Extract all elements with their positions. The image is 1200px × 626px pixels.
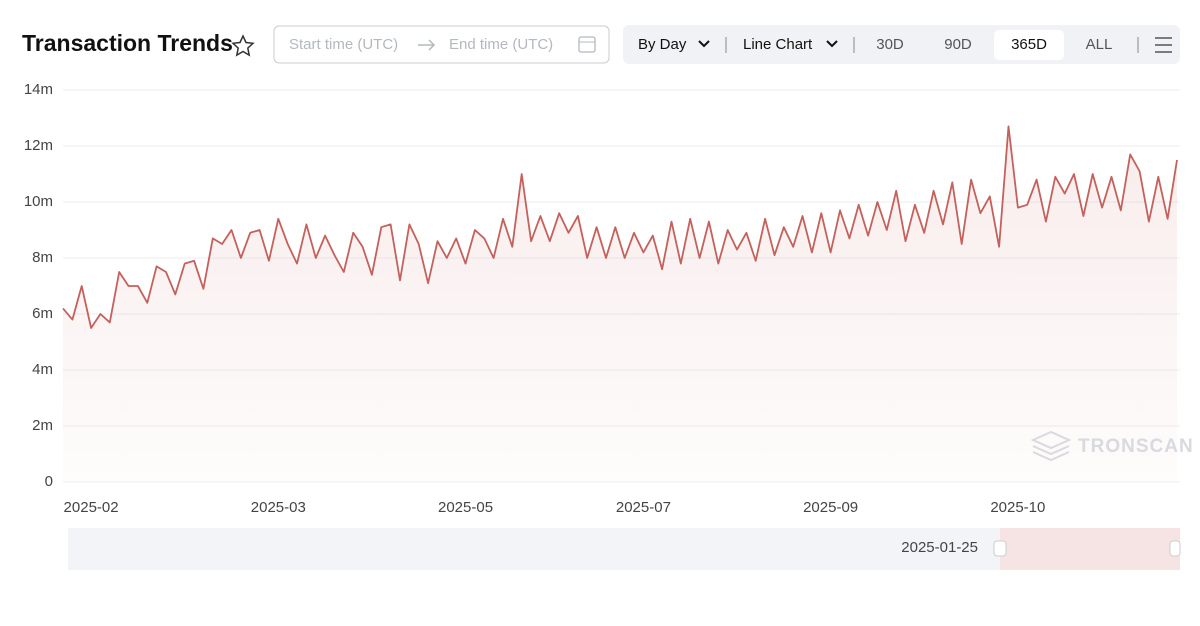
calendar-icon <box>578 36 596 53</box>
y-tick-label: 2m <box>32 417 53 434</box>
range-buttons: 30D 90D 365D ALL <box>876 30 1112 60</box>
chevron <box>826 40 838 48</box>
y-tick-label: 6m <box>32 305 53 322</box>
x-tick-label: 2025-07 <box>616 499 671 516</box>
area <box>63 126 1177 483</box>
y-tick-label: 0 <box>45 473 53 490</box>
x-tick-label: 2025-03 <box>251 499 306 516</box>
zoom-window[interactable] <box>1000 528 1180 570</box>
x-tick-label: 2025-09 <box>803 499 858 516</box>
menu-button[interactable] <box>1155 37 1172 53</box>
y-tick-label: 12m <box>24 137 53 154</box>
range-button[interactable]: 30D <box>876 36 904 53</box>
range-button[interactable]: ALL <box>1086 36 1113 53</box>
arrow <box>418 39 436 51</box>
watermark: TRONSCAN <box>1078 436 1194 457</box>
line <box>62 125 1178 329</box>
range-button[interactable]: 365D <box>1011 36 1047 53</box>
start-input[interactable]: Start time (UTC) <box>289 36 398 53</box>
y-tick-label: 10m <box>24 193 53 210</box>
range-active-bg <box>994 30 1064 60</box>
interval-select[interactable]: By Day <box>638 36 687 53</box>
watermark-logo <box>1030 430 1072 462</box>
x-tick-label: 2025-02 <box>64 499 119 516</box>
end-input[interactable]: End time (UTC) <box>449 36 553 53</box>
x-tick-label: 2025-10 <box>990 499 1045 516</box>
watermark-group: TRONSCAN <box>1030 430 1194 462</box>
zoom-handle[interactable] <box>993 540 1007 557</box>
zoom-handle[interactable] <box>1169 540 1181 557</box>
title: Transaction Trends <box>22 30 233 56</box>
zoom-start-label: 2025-01-25 <box>901 539 978 556</box>
date-range-box <box>273 25 610 64</box>
date-range[interactable]: Start time (UTC) End time (UTC) <box>273 25 610 64</box>
chevron <box>698 40 710 48</box>
x-tick-label: 2025-05 <box>438 499 493 516</box>
chart-kind-select[interactable]: Line Chart <box>743 36 813 53</box>
range-button[interactable]: 90D <box>944 36 972 53</box>
y-tick-label: 4m <box>32 361 53 378</box>
plot: 0 2m 4m 6m 8m 10m 12m 14m 2025-02 2025-03 2025-05 2… <box>24 81 1180 516</box>
y-tick-label: 8m <box>32 249 53 266</box>
y-tick-label: 14m <box>24 81 53 98</box>
favorite-star[interactable] <box>231 34 255 57</box>
